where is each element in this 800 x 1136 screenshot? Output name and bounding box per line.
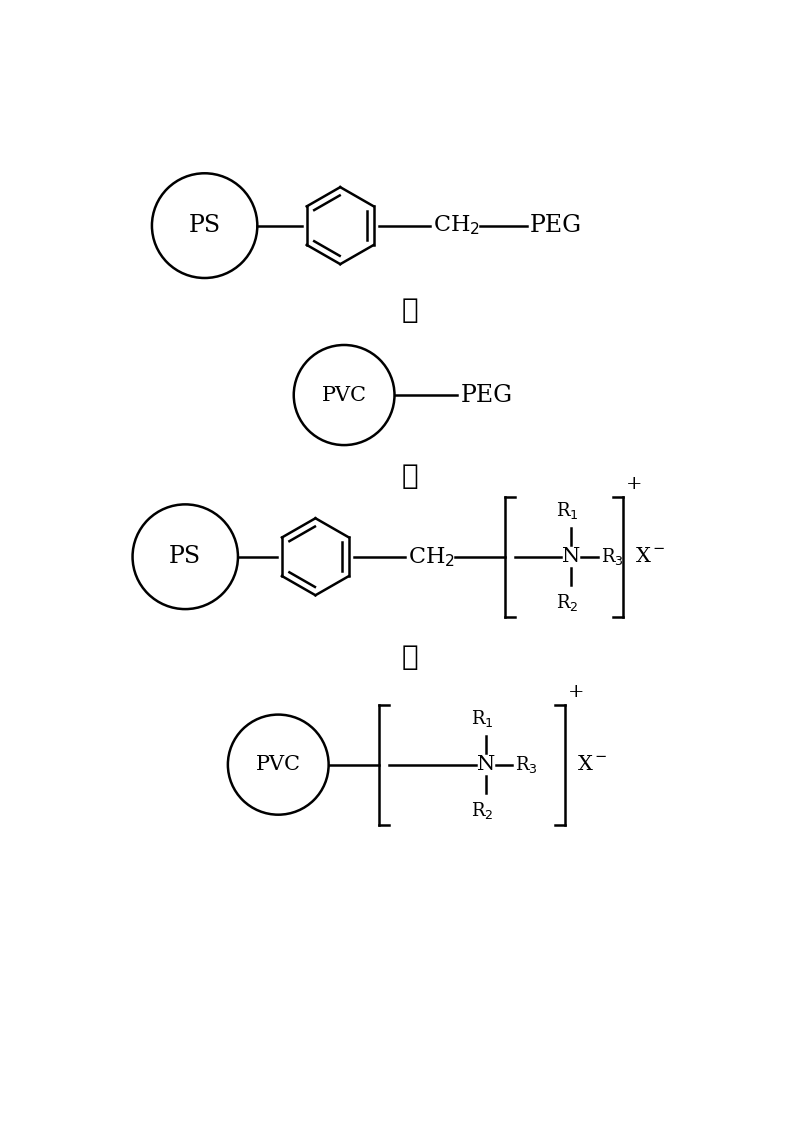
Text: R$_2$: R$_2$ bbox=[471, 800, 494, 821]
Text: PVC: PVC bbox=[256, 755, 301, 774]
Text: R$_1$: R$_1$ bbox=[470, 708, 494, 729]
Text: X$^-$: X$^-$ bbox=[634, 548, 666, 566]
Text: R$_3$: R$_3$ bbox=[601, 546, 623, 567]
Text: PVC: PVC bbox=[322, 385, 366, 404]
Text: N: N bbox=[562, 548, 580, 566]
Text: PS: PS bbox=[189, 215, 221, 237]
Text: CH$_2$: CH$_2$ bbox=[434, 214, 480, 237]
Text: 或: 或 bbox=[402, 296, 418, 325]
Text: 或: 或 bbox=[402, 643, 418, 671]
Text: PEG: PEG bbox=[460, 384, 513, 407]
Text: +: + bbox=[568, 683, 585, 701]
Text: R$_2$: R$_2$ bbox=[556, 592, 578, 613]
Text: R$_1$: R$_1$ bbox=[556, 500, 578, 521]
Text: CH$_2$: CH$_2$ bbox=[409, 545, 455, 568]
Text: +: + bbox=[626, 475, 642, 493]
Text: R$_3$: R$_3$ bbox=[515, 754, 538, 775]
Text: PEG: PEG bbox=[530, 215, 582, 237]
Text: 或: 或 bbox=[402, 462, 418, 490]
Text: X$^-$: X$^-$ bbox=[577, 755, 607, 774]
Text: N: N bbox=[477, 755, 495, 774]
Text: PS: PS bbox=[169, 545, 202, 568]
